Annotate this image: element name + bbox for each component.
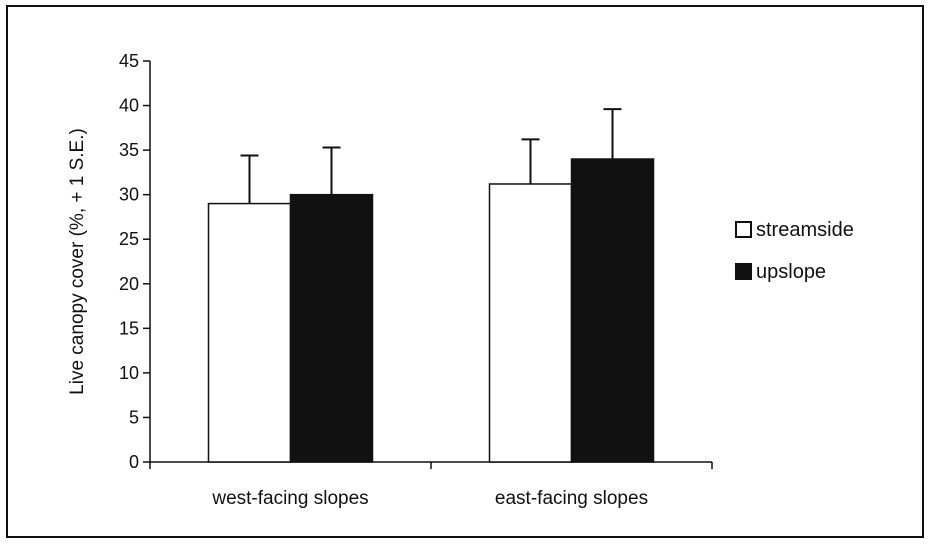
bar-upslope-1: [570, 158, 655, 463]
y-tick-label: 0: [129, 452, 139, 472]
bar-upslope-0: [289, 193, 374, 463]
y-tick-label: 45: [119, 51, 139, 71]
y-tick-label: 5: [129, 407, 139, 427]
y-tick-label: 10: [119, 363, 139, 383]
legend-swatch-streamside: [735, 221, 752, 238]
bars: [207, 158, 655, 463]
bar-chart: 0 5 10 15 20 25 30 35 40 45 west-facing slopes east…: [67, 51, 854, 509]
legend-label-streamside: streamside: [756, 219, 854, 241]
x-category-label: west-facing slopes: [211, 488, 368, 509]
y-tick-label: 30: [119, 185, 139, 205]
error-bars: [240, 108, 622, 204]
bar-streamside-1: [488, 183, 573, 463]
chart-frame: 0 5 10 15 20 25 30 35 40 45 west-facing slopes east…: [6, 5, 924, 538]
y-tick-label: 20: [119, 274, 139, 294]
y-tick-label: 40: [119, 96, 139, 116]
x-category-label: east-facing slopes: [495, 488, 648, 509]
y-tick-label: 35: [119, 140, 139, 160]
bar-streamside-0: [207, 202, 292, 463]
legend-swatch-upslope: [735, 263, 752, 280]
y-tick-label: 25: [119, 229, 139, 249]
legend: streamside upslope: [735, 219, 854, 283]
y-tick-label: 15: [119, 318, 139, 338]
y-axis-title: Live canopy cover (%, + 1 S.E.): [67, 128, 88, 395]
axis-labels: 0 5 10 15 20 25 30 35 40 45 west-facing slopes east…: [119, 51, 648, 509]
legend-label-upslope: upslope: [756, 261, 826, 283]
